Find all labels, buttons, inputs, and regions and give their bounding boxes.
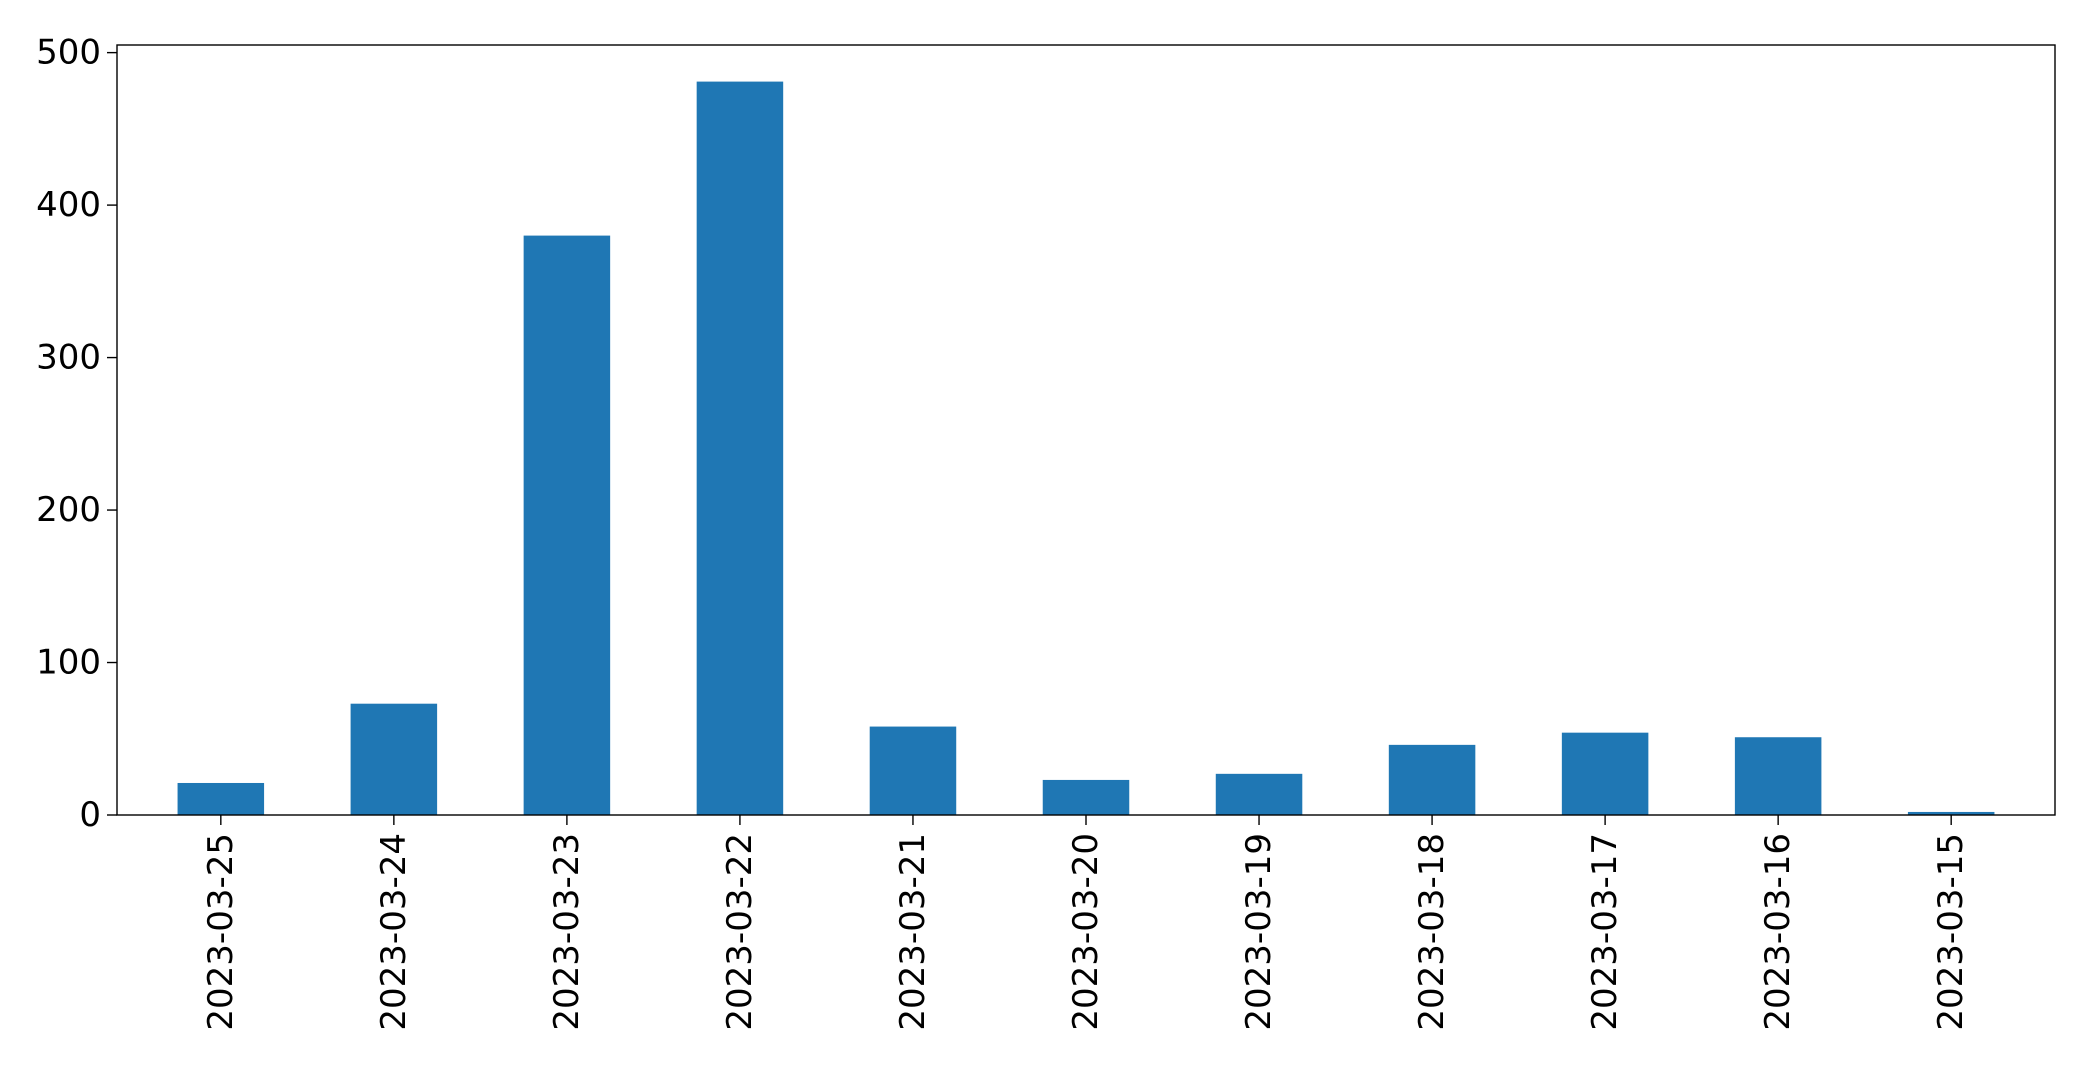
y-tick-label: 400 [36,185,101,225]
plot-frame [116,44,2056,816]
y-tick-label: 300 [36,338,101,378]
x-tick-label: 2023-03-23 [547,833,587,1031]
x-tick-label: 2023-03-15 [1931,833,1971,1031]
x-tick-label: 2023-03-20 [1066,833,1106,1031]
bar-2023-03-18 [1388,744,1476,815]
x-axis-ticks: 2023-03-25 2023-03-24 2023-03-23 2023-03-22… [201,815,1971,1031]
bar-2023-03-16 [1734,737,1822,815]
bar-2023-03-23 [523,235,611,815]
bar-2023-03-25 [177,782,265,815]
x-tick-label: 2023-03-25 [201,833,241,1031]
x-tick-label: 2023-03-22 [720,833,760,1031]
x-tick-label: 2023-03-21 [893,833,933,1031]
y-tick-label: 0 [79,795,101,835]
bar-2023-03-15 [1907,811,1995,815]
x-tick-label: 2023-03-18 [1412,833,1452,1031]
bar-2023-03-21 [869,726,957,815]
bar-2023-03-20 [1042,779,1130,815]
bar-2023-03-17 [1561,732,1649,815]
x-tick-label: 2023-03-16 [1758,833,1798,1031]
y-tick-label: 100 [36,643,101,683]
x-tick-label: 2023-03-17 [1585,833,1625,1031]
bars-layer [177,81,1995,816]
y-axis-ticks: 0 100 200 300 400 500 [36,33,117,835]
y-tick-label: 200 [36,490,101,530]
x-tick-label: 2023-03-24 [374,833,414,1031]
bar-2023-03-19 [1215,773,1303,815]
x-tick-label: 2023-03-19 [1239,833,1279,1031]
bar-2023-03-24 [350,703,438,815]
y-tick-label: 500 [36,33,101,73]
bar-2023-03-22 [696,81,784,816]
